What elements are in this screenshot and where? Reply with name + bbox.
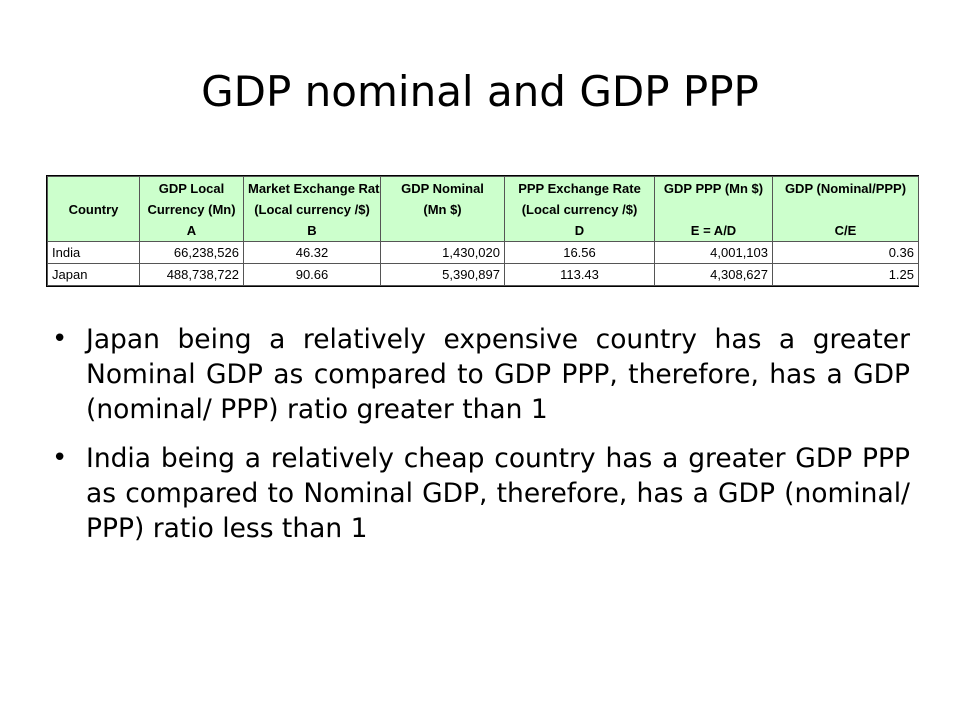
header-ppp-rate-line1: PPP Exchange Rate xyxy=(518,181,641,196)
header-ppp-rate-line2: (Local currency /$) xyxy=(521,202,638,217)
header-market-exchange-rate: Market Exchange Rate (Local currency /$)… xyxy=(243,176,381,242)
bullet-text: Japan being a relatively expensive count… xyxy=(86,324,910,425)
gdp-data-table: Country GDP Local Currency (Mn) A Market… xyxy=(47,176,919,286)
header-gdp-local: GDP Local Currency (Mn) A xyxy=(139,176,244,242)
header-gdp-nominal-line2: (Mn $) xyxy=(423,202,462,217)
header-ppp-exchange-rate: PPP Exchange Rate (Local currency /$) D xyxy=(504,176,655,242)
cell-gdp-local: 66,238,526 xyxy=(139,241,244,264)
header-country-label: Country xyxy=(68,202,119,217)
header-market-rate-line1: Market Exchange Rate xyxy=(248,181,381,196)
bullet-item-japan: • Japan being a relatively expensive cou… xyxy=(52,322,910,427)
gdp-table: Country GDP Local Currency (Mn) A Market… xyxy=(46,175,919,287)
header-gdp-ratio-line1: GDP (Nominal/PPP) xyxy=(784,181,907,196)
cell-gdp-ppp: 4,001,103 xyxy=(654,241,773,264)
cell-gdp-nominal: 1,430,020 xyxy=(380,241,505,264)
table-row-india: India 66,238,526 46.32 1,430,020 16.56 4… xyxy=(47,241,919,264)
cell-gdp-ratio: 1.25 xyxy=(772,263,919,286)
header-gdp-local-line2: Currency (Mn) xyxy=(147,202,236,217)
header-gdp-ppp: GDP PPP (Mn $) E = A/D xyxy=(654,176,773,242)
bullet-text: India being a relatively cheap country h… xyxy=(86,443,910,544)
header-gdp-local-line3: A xyxy=(186,223,197,238)
header-market-rate-line2: (Local currency /$) xyxy=(254,202,370,217)
cell-country: Japan xyxy=(47,263,140,286)
header-gdp-ratio-line2 xyxy=(777,199,914,220)
bullet-dot-icon: • xyxy=(52,324,68,354)
cell-gdp-nominal: 5,390,897 xyxy=(380,263,505,286)
cell-gdp-ppp: 4,308,627 xyxy=(654,263,773,286)
cell-market-rate: 46.32 xyxy=(243,241,381,264)
header-gdp-ppp-line1: GDP PPP (Mn $) xyxy=(663,181,764,196)
header-gdp-nominal-line1: GDP Nominal xyxy=(401,181,484,196)
cell-gdp-local: 488,738,722 xyxy=(139,263,244,286)
header-ppp-rate-line3: D xyxy=(574,223,585,238)
header-market-rate-line3: B xyxy=(307,223,317,238)
cell-country: India xyxy=(47,241,140,264)
cell-market-rate: 90.66 xyxy=(243,263,381,286)
table-row-japan: Japan 488,738,722 90.66 5,390,897 113.43… xyxy=(47,263,919,286)
cell-ppp-rate: 113.43 xyxy=(504,263,655,286)
bullet-dot-icon: • xyxy=(52,443,68,473)
cell-gdp-ratio: 0.36 xyxy=(772,241,919,264)
cell-ppp-rate: 16.56 xyxy=(504,241,655,264)
header-gdp-ppp-line2 xyxy=(659,199,768,220)
header-gdp-local-line1: GDP Local xyxy=(158,181,225,196)
header-country: Country xyxy=(47,176,140,242)
bullet-item-india: • India being a relatively cheap country… xyxy=(52,441,910,546)
header-gdp-nominal: GDP Nominal (Mn $) xyxy=(380,176,505,242)
header-gdp-ppp-line3: E = A/D xyxy=(690,223,737,238)
slide-title: GDP nominal and GDP PPP xyxy=(201,67,759,116)
bullet-list: • Japan being a relatively expensive cou… xyxy=(52,322,910,560)
header-gdp-ratio: GDP (Nominal/PPP) C/E xyxy=(772,176,919,242)
table-header-row: Country GDP Local Currency (Mn) A Market… xyxy=(47,176,919,242)
header-gdp-ratio-line3: C/E xyxy=(834,223,857,238)
